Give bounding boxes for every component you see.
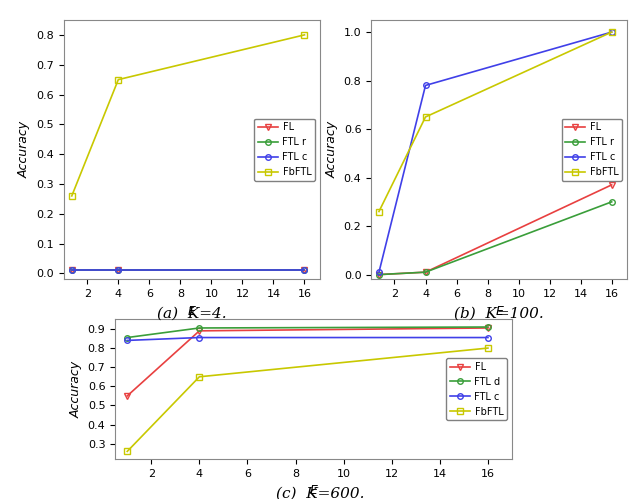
FTL r: [301, 267, 308, 273]
FTL c: [422, 82, 429, 88]
FTL c: [608, 29, 616, 35]
Legend: FL, FTL d, FTL c, FbFTL: FL, FTL d, FTL c, FbFTL: [446, 358, 507, 420]
FbFTL: [196, 374, 204, 380]
FTL c: [68, 267, 76, 273]
FTL c: [301, 267, 308, 273]
FbFTL: [608, 29, 616, 35]
X-axis label: E: E: [310, 485, 317, 498]
X-axis label: E: E: [188, 305, 196, 318]
FTL c: [196, 334, 204, 340]
FTL d: [196, 325, 204, 331]
FbFTL: [115, 77, 122, 83]
FL: [301, 267, 308, 273]
FTL r: [422, 269, 429, 275]
FL: [608, 182, 616, 188]
Line: FTL r: FTL r: [69, 268, 307, 273]
FL: [422, 269, 429, 275]
FTL d: [124, 334, 131, 340]
Y-axis label: Accuracy: Accuracy: [18, 121, 31, 178]
Line: FbFTL: FbFTL: [124, 345, 491, 454]
Line: FTL c: FTL c: [69, 268, 307, 273]
FbFTL: [484, 345, 492, 351]
Line: FbFTL: FbFTL: [69, 32, 307, 199]
X-axis label: E: E: [495, 305, 503, 318]
FL: [68, 267, 76, 273]
Line: FTL r: FTL r: [376, 199, 614, 277]
FTL r: [375, 271, 383, 277]
Text: (a)  K=4.: (a) K=4.: [157, 307, 227, 321]
FL: [115, 267, 122, 273]
Line: FL: FL: [69, 268, 307, 273]
FTL c: [115, 267, 122, 273]
Legend: FL, FTL r, FTL c, FbFTL: FL, FTL r, FTL c, FbFTL: [561, 119, 622, 181]
FbFTL: [375, 209, 383, 215]
FL: [484, 325, 492, 331]
FTL c: [124, 337, 131, 343]
Y-axis label: Accuracy: Accuracy: [325, 121, 338, 178]
Line: FbFTL: FbFTL: [376, 29, 614, 214]
FTL r: [115, 267, 122, 273]
FbFTL: [68, 193, 76, 199]
FTL c: [484, 334, 492, 340]
FTL r: [68, 267, 76, 273]
FL: [196, 328, 204, 334]
Line: FTL c: FTL c: [376, 29, 614, 275]
FTL d: [484, 324, 492, 330]
FbFTL: [301, 32, 308, 38]
FbFTL: [124, 449, 131, 455]
Line: FTL d: FTL d: [124, 324, 491, 340]
FL: [124, 393, 131, 399]
Text: (c)  K=600.: (c) K=600.: [276, 487, 364, 499]
Line: FL: FL: [124, 325, 491, 399]
FL: [375, 271, 383, 277]
Line: FL: FL: [376, 182, 614, 277]
Y-axis label: Accuracy: Accuracy: [69, 361, 82, 418]
Line: FTL c: FTL c: [124, 335, 491, 343]
Text: (b)  K=100.: (b) K=100.: [454, 307, 544, 321]
FbFTL: [422, 114, 429, 120]
Legend: FL, FTL r, FTL c, FbFTL: FL, FTL r, FTL c, FbFTL: [254, 119, 315, 181]
FTL r: [608, 199, 616, 205]
FTL c: [375, 269, 383, 275]
